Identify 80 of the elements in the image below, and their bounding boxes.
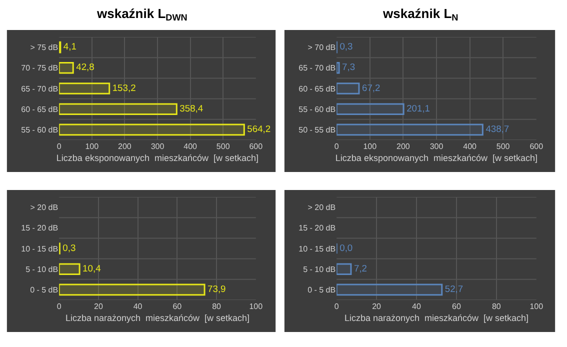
bar <box>336 284 443 296</box>
x-tick-label: 400 <box>184 142 198 151</box>
x-tick-label: 0 <box>334 302 340 311</box>
data-label: 4,1 <box>63 42 76 52</box>
bar <box>59 284 206 296</box>
y-tick-label: 60 - 65 dB <box>21 104 58 114</box>
y-tick-label: 0 - 5 dB <box>308 286 336 294</box>
y-tick-label: 5 - 10 dB <box>303 264 336 274</box>
bar <box>336 263 352 275</box>
x-tick-label: 20 <box>372 302 382 311</box>
bar <box>336 103 404 115</box>
x-tick-label: 500 <box>496 142 510 151</box>
y-tick-label: 10 - 15 dB <box>298 244 336 254</box>
x-tick-label: 200 <box>396 142 410 151</box>
bar <box>59 103 178 115</box>
data-label: 73,9 <box>208 284 226 294</box>
data-label: 52,7 <box>444 284 464 294</box>
x-tick-label: 80 <box>492 302 502 311</box>
data-label: 358,4 <box>180 103 204 114</box>
x-axis-title: Liczba narażonych mieszkańców [w setkach] <box>65 312 250 323</box>
x-tick-label: 60 <box>172 302 182 311</box>
y-tick-label: 5 - 10 dB <box>26 264 58 274</box>
x-tick-label: 100 <box>85 142 100 151</box>
data-label: 438,7 <box>486 124 510 134</box>
chart-title: wskaźnik L$_{DWN}$ <box>96 6 188 23</box>
y-tick-label: 50 - 55 dB <box>298 126 336 134</box>
y-tick-label: 15 - 20 dB <box>298 224 336 233</box>
data-label: 564,2 <box>247 124 271 134</box>
x-tick-label: 300 <box>430 142 444 151</box>
data-label: 10,4 <box>82 263 101 274</box>
y-tick-label: 55 - 60 dB <box>298 104 336 114</box>
data-label: 42,8 <box>76 62 94 72</box>
data-label: 7,2 <box>354 263 367 274</box>
data-label: 201,1 <box>406 103 430 114</box>
x-tick-label: 0 <box>56 142 62 151</box>
x-axis-title: Liczba narażonych mieszkańców [w setkach] <box>344 312 529 323</box>
x-tick-label: 20 <box>94 302 104 311</box>
x-tick-label: 600 <box>530 142 544 151</box>
bar <box>59 62 74 74</box>
y-tick-label: 70 - 75 dB <box>21 64 58 73</box>
y-tick-label: > 20 dB <box>30 203 58 212</box>
x-tick-label: 100 <box>363 142 378 151</box>
data-label: 7,3 <box>342 62 356 72</box>
y-tick-label: 15 - 20 dB <box>21 224 58 233</box>
x-tick-label: 100 <box>530 302 544 311</box>
y-tick-label: 55 - 60 dB <box>21 126 58 134</box>
y-tick-label: 65 - 70 dB <box>298 64 336 73</box>
bar <box>336 62 340 74</box>
x-axis-title: Liczba eksponowanych mieszkańców [w setkach] <box>56 152 259 163</box>
x-tick-label: 400 <box>463 142 478 151</box>
bar <box>59 82 110 94</box>
y-tick-label: 10 - 15 dB <box>21 244 58 254</box>
x-tick-label: 300 <box>150 142 165 151</box>
y-tick-label: > 70 dB <box>308 43 336 52</box>
data-label: 0,3 <box>62 242 76 253</box>
x-tick-label: 600 <box>249 142 264 151</box>
x-tick-label: 200 <box>118 142 132 151</box>
bar <box>59 124 245 136</box>
x-tick-label: 80 <box>212 302 222 311</box>
data-label: 0,3 <box>340 42 353 52</box>
y-tick-label: 0 - 5 dB <box>30 286 58 294</box>
chart-title: wskaźnik L$_{N}$ <box>382 6 458 23</box>
x-axis-title: Liczba eksponowanych mieszkańców [w setkach] <box>335 152 538 163</box>
bar <box>336 82 360 94</box>
x-tick-label: 40 <box>412 302 422 311</box>
x-tick-label: 40 <box>133 302 143 311</box>
bar <box>336 124 484 136</box>
data-label: 0,0 <box>340 242 353 253</box>
y-tick-label: 65 - 70 dB <box>21 84 58 94</box>
bar <box>59 263 80 275</box>
x-tick-label: 100 <box>249 302 264 311</box>
data-label: 153,2 <box>112 82 136 93</box>
x-tick-label: 0 <box>56 302 62 311</box>
x-tick-label: 0 <box>334 142 340 151</box>
y-tick-label: > 20 dB <box>308 203 336 212</box>
y-tick-label: 60 - 65 dB <box>298 84 336 94</box>
x-tick-label: 60 <box>452 302 462 311</box>
y-tick-label: > 75 dB <box>30 43 58 52</box>
data-label: 67,2 <box>362 82 380 93</box>
x-tick-label: 500 <box>216 142 230 151</box>
